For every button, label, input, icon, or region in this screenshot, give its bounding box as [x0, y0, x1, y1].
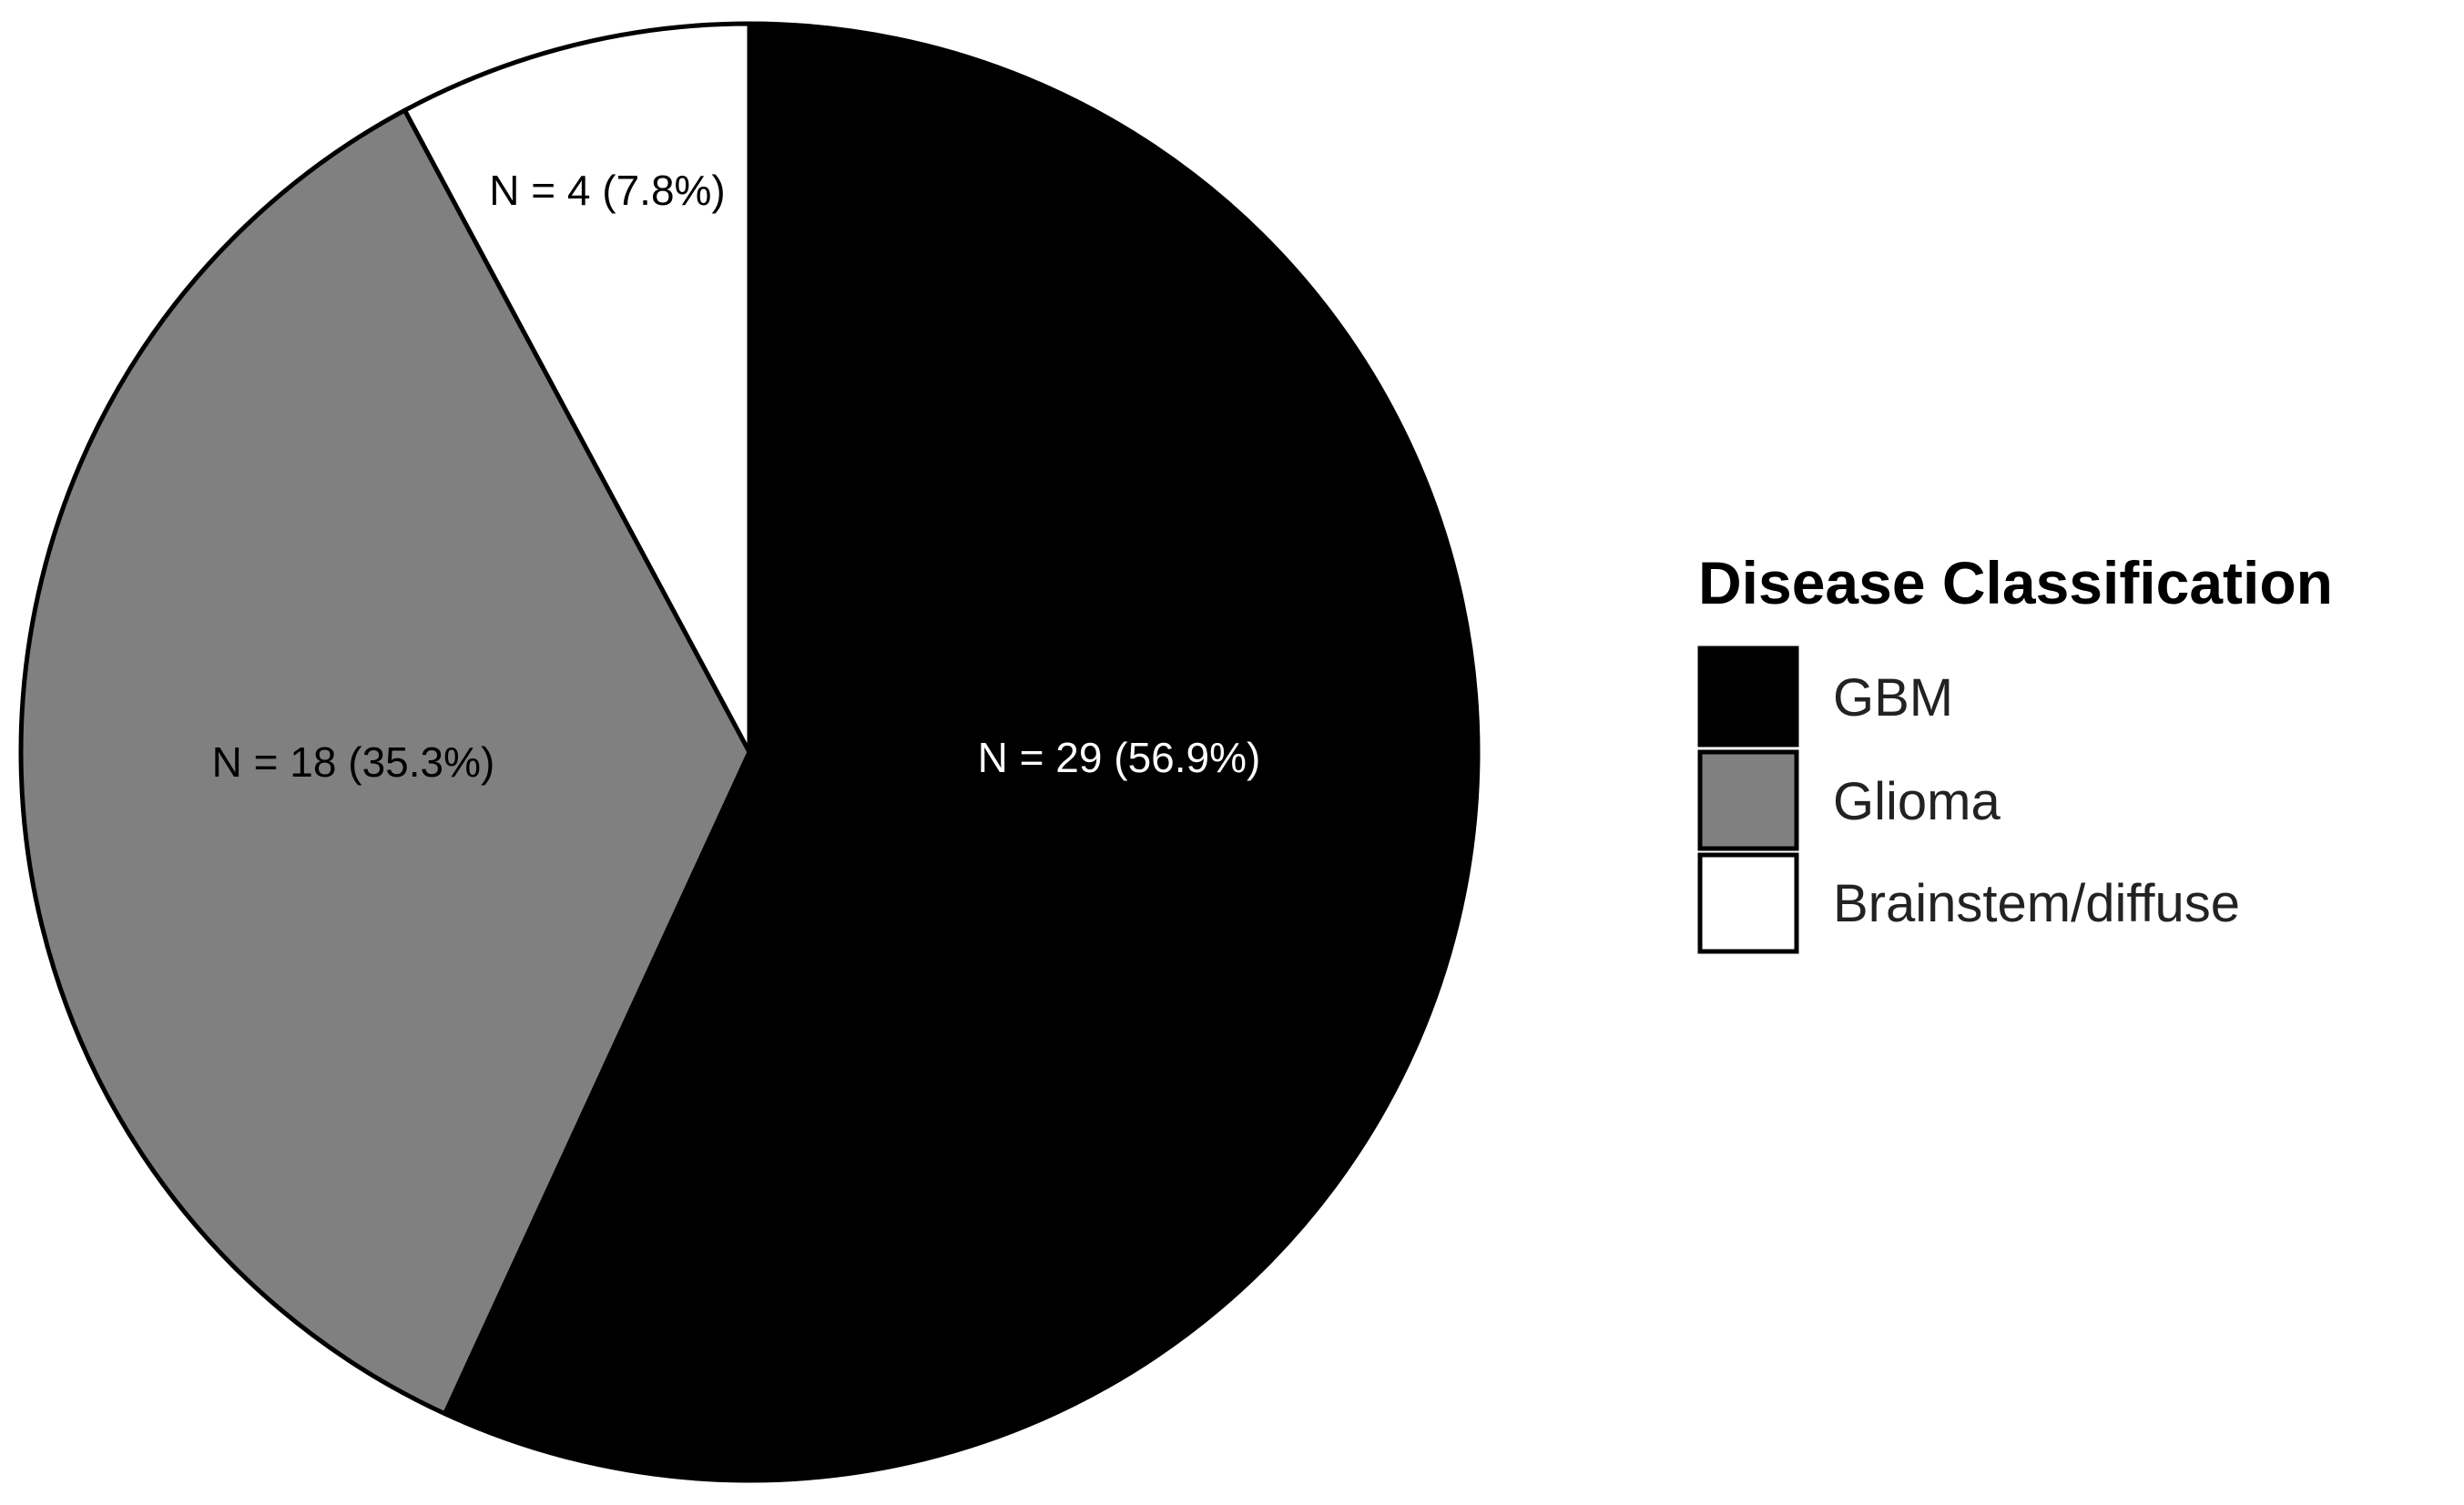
legend-label-glioma: Glioma — [1833, 772, 2001, 831]
pie-slice-gbm — [443, 21, 1481, 1483]
legend-swatch-brainstem-diffuse — [1697, 852, 1799, 954]
pie — [18, 21, 1481, 1483]
legend: Disease Classification GBM Glioma Brains… — [1697, 549, 2333, 954]
legend-title: Disease Classification — [1698, 549, 2333, 616]
legend-swatch-glioma — [1697, 749, 1799, 851]
pie-labels: N = 29 (56.9%) N = 18 (35.3%) N = 4 (7.8%) — [212, 167, 1261, 786]
pie-label-glioma: N = 18 (35.3%) — [212, 738, 495, 786]
legend-swatch-gbm — [1697, 646, 1799, 747]
pie-label-gbm: N = 29 (56.9%) — [978, 734, 1261, 781]
legend-label-brainstem-diffuse: Brainstem/diffuse — [1833, 874, 2240, 933]
pie-label-brainstem-diffuse: N = 4 (7.8%) — [489, 167, 726, 214]
pie-slice-brainstem-diffuse — [402, 21, 752, 755]
legend-label-gbm: GBM — [1833, 668, 1953, 727]
pie-slice-glioma — [18, 107, 752, 1417]
